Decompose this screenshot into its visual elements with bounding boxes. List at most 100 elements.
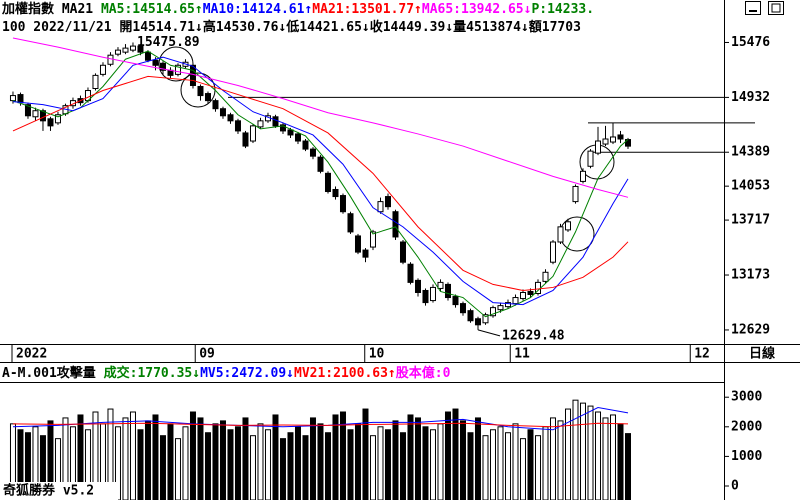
candle-body bbox=[279, 124, 286, 132]
volume-bar bbox=[527, 429, 534, 500]
candle-body bbox=[122, 47, 129, 53]
candle-body bbox=[527, 290, 534, 296]
candle-body bbox=[114, 49, 121, 55]
candle-body bbox=[227, 114, 234, 122]
candle-body bbox=[609, 136, 616, 143]
candle-body bbox=[294, 133, 301, 142]
header-segment: MA21:13501.77↑ bbox=[312, 2, 422, 17]
volume-bar bbox=[489, 429, 496, 500]
volume-bar bbox=[84, 429, 91, 500]
volume-bar bbox=[474, 417, 481, 500]
volume-bar bbox=[542, 426, 549, 500]
candle-body bbox=[594, 140, 601, 154]
volume-bar bbox=[227, 429, 234, 500]
ma-line bbox=[12, 50, 629, 318]
minimize-button[interactable] bbox=[745, 1, 761, 15]
candle-body bbox=[377, 201, 384, 213]
candle-body bbox=[617, 134, 624, 140]
candle-body bbox=[159, 62, 166, 71]
header-segment: 股本億:0 bbox=[396, 365, 451, 381]
volume-bar bbox=[602, 417, 609, 500]
candle-body bbox=[197, 85, 204, 97]
header-segment: MA65:13942.65↓ bbox=[422, 2, 532, 17]
volume-bar bbox=[564, 408, 571, 500]
volume-bar bbox=[399, 432, 406, 500]
candle-body bbox=[137, 45, 144, 53]
candle-body bbox=[557, 226, 564, 243]
volume-bar bbox=[32, 426, 39, 500]
volume-bar bbox=[324, 432, 331, 500]
candle-body bbox=[467, 310, 474, 322]
plot-layer: 15476 14932 14389 14053 13717 13173 12629 2022 0… bbox=[9, 35, 770, 500]
volume-bar bbox=[249, 435, 256, 500]
trough-annotation: 12629.48 bbox=[502, 328, 565, 343]
candle-body bbox=[332, 188, 339, 198]
volume-bar bbox=[384, 429, 391, 500]
candle-body bbox=[17, 94, 24, 104]
volume-bar bbox=[557, 420, 564, 500]
volume-bar bbox=[77, 414, 84, 500]
volume-bar bbox=[482, 435, 489, 500]
candle-body bbox=[572, 185, 579, 203]
volume-bar bbox=[369, 435, 376, 500]
candle-body bbox=[347, 213, 354, 233]
x-tick-label: 2022 bbox=[16, 347, 47, 362]
header-segment: MV21:2100.63↑ bbox=[294, 366, 396, 381]
volume-bar bbox=[287, 432, 294, 500]
x-tick-label: 10 bbox=[369, 347, 385, 362]
candle-body bbox=[452, 296, 459, 306]
volume-bar bbox=[212, 423, 219, 500]
volume-bar bbox=[264, 429, 271, 500]
volume-bar bbox=[459, 420, 466, 500]
candle-body bbox=[249, 125, 256, 142]
candle-body bbox=[129, 45, 136, 51]
volume-bar bbox=[392, 420, 399, 500]
candle-body bbox=[212, 100, 219, 110]
y-tick-label: 14932 bbox=[731, 90, 770, 105]
volume-bar bbox=[114, 426, 121, 500]
volume-bar bbox=[354, 423, 361, 500]
volume-bar bbox=[422, 426, 429, 500]
header-segment: MV5:2472.09↓ bbox=[200, 366, 294, 381]
volume-bar bbox=[512, 423, 519, 500]
candle-body bbox=[369, 231, 376, 248]
volume-bar bbox=[437, 423, 444, 500]
candle-body bbox=[144, 51, 151, 61]
volume-bar bbox=[407, 414, 414, 500]
candle-body bbox=[579, 170, 586, 182]
volume-bar bbox=[609, 414, 616, 500]
ma-line bbox=[12, 37, 629, 198]
candle-body bbox=[399, 241, 406, 263]
volume-bar bbox=[62, 417, 69, 500]
volume-bar bbox=[594, 411, 601, 500]
candle-body bbox=[317, 156, 324, 172]
candle-body bbox=[549, 241, 556, 263]
x-tick-label: 09 bbox=[199, 347, 215, 362]
candle-body bbox=[564, 221, 571, 231]
volume-bar bbox=[504, 432, 511, 500]
candle-body bbox=[92, 74, 99, 90]
volume-bar bbox=[257, 423, 264, 500]
candle-body bbox=[519, 291, 526, 300]
candle-body bbox=[152, 59, 159, 66]
ma-line bbox=[12, 75, 629, 291]
x-tick-label: 11 bbox=[514, 347, 530, 362]
candle-body bbox=[407, 263, 414, 283]
volume-bar bbox=[617, 423, 624, 500]
volume-header: A-M.001攻擊量 成交:1770.35↓MV5:2472.09↓MV21:2… bbox=[2, 365, 451, 381]
period-label: 日線 bbox=[749, 346, 776, 362]
candle-body bbox=[242, 132, 249, 147]
volume-bar bbox=[549, 417, 556, 500]
volume-bar bbox=[294, 426, 301, 500]
peak-annotation: 15475.89 bbox=[137, 35, 200, 50]
candle-body bbox=[272, 116, 279, 127]
x-tick-label: 12 bbox=[694, 347, 710, 362]
close-button[interactable] bbox=[768, 1, 784, 15]
candle-body bbox=[422, 289, 429, 304]
candle-body bbox=[414, 279, 421, 293]
volume-bar bbox=[17, 429, 24, 500]
candle-body bbox=[174, 64, 181, 75]
volume-bar bbox=[234, 426, 241, 500]
volume-bar bbox=[309, 417, 316, 500]
